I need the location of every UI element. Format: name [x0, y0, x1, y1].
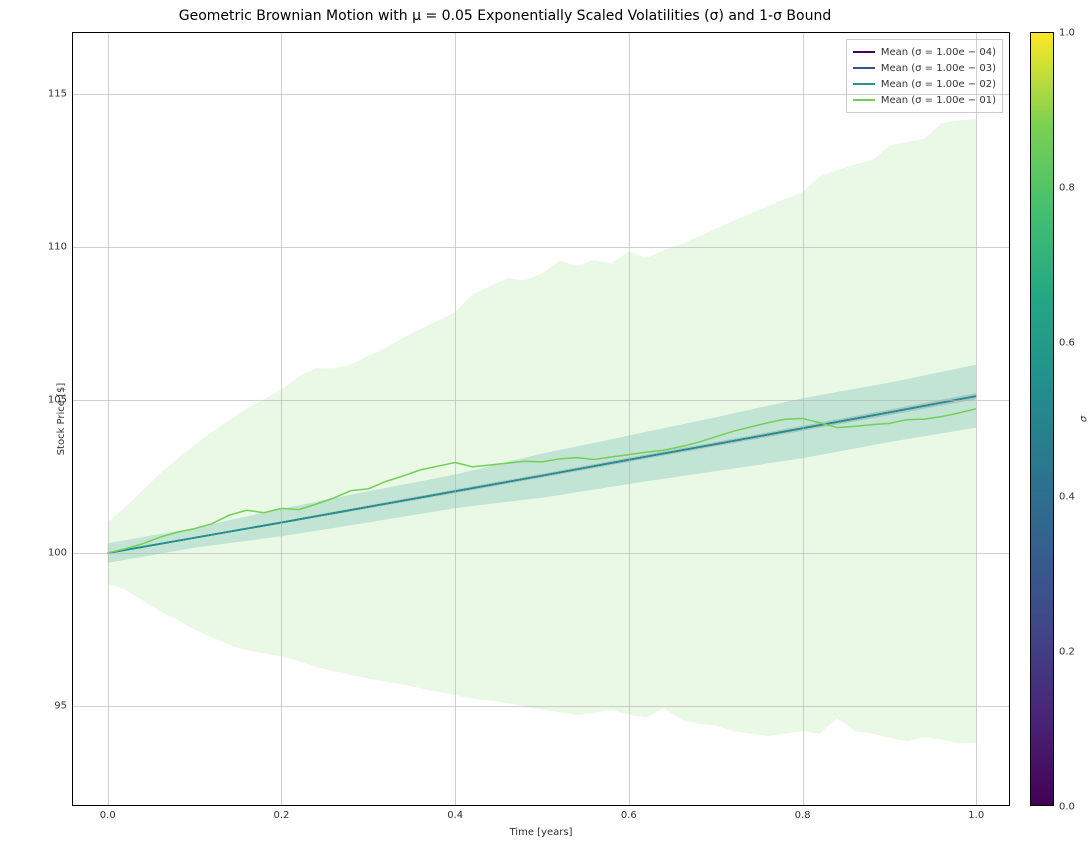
grid-horizontal	[73, 706, 1009, 707]
y-tick-label: 115	[48, 89, 67, 100]
x-axis-label: Time [years]	[441, 827, 641, 838]
y-axis-label: Stock Price [$]	[56, 383, 67, 456]
grid-vertical	[629, 33, 630, 805]
colorbar-tick-label: 0.2	[1059, 647, 1075, 658]
plot-area	[73, 33, 1011, 807]
grid-vertical	[976, 33, 977, 805]
legend-label: Mean (σ = 1.00e − 04)	[881, 47, 996, 58]
grid-horizontal	[73, 94, 1009, 95]
legend-item: Mean (σ = 1.00e − 02)	[853, 76, 996, 92]
grid-horizontal	[73, 247, 1009, 248]
legend-swatch	[853, 51, 875, 53]
colorbar-label: σ	[1079, 416, 1088, 422]
legend-swatch	[853, 67, 875, 69]
y-tick-label: 110	[48, 242, 67, 253]
colorbar-tick-label: 0.8	[1059, 182, 1075, 193]
chart-axes: Time [years] Stock Price [$] Mean (σ = 1…	[72, 32, 1010, 806]
figure: Geometric Brownian Motion with μ = 0.05 …	[0, 0, 1088, 855]
legend-label: Mean (σ = 1.00e − 01)	[881, 95, 996, 106]
x-tick-label: 0.8	[795, 810, 811, 821]
x-tick-label: 0.2	[273, 810, 289, 821]
x-tick-label: 1.0	[968, 810, 984, 821]
legend-label: Mean (σ = 1.00e − 03)	[881, 63, 996, 74]
grid-horizontal	[73, 400, 1009, 401]
x-tick-label: 0.4	[447, 810, 463, 821]
chart-title: Geometric Brownian Motion with μ = 0.05 …	[0, 8, 1010, 24]
grid-vertical	[455, 33, 456, 805]
grid-vertical	[108, 33, 109, 805]
y-tick-label: 105	[48, 395, 67, 406]
x-tick-label: 0.6	[621, 810, 637, 821]
legend-swatch	[853, 83, 875, 85]
colorbar-tick-label: 0.0	[1059, 802, 1075, 813]
grid-vertical	[803, 33, 804, 805]
colorbar-tick-label: 0.6	[1059, 337, 1075, 348]
grid-horizontal	[73, 553, 1009, 554]
colorbar: σ 0.00.20.40.60.81.0	[1030, 32, 1054, 806]
colorbar-tick-label: 1.0	[1059, 28, 1075, 39]
y-tick-label: 95	[54, 701, 67, 712]
y-tick-label: 100	[48, 548, 67, 559]
x-tick-label: 0.0	[100, 810, 116, 821]
legend: Mean (σ = 1.00e − 04) Mean (σ = 1.00e − 0…	[846, 39, 1003, 113]
legend-item: Mean (σ = 1.00e − 03)	[853, 60, 996, 76]
legend-label: Mean (σ = 1.00e − 02)	[881, 79, 996, 90]
legend-item: Mean (σ = 1.00e − 04)	[853, 44, 996, 60]
colorbar-tick-label: 0.4	[1059, 492, 1075, 503]
grid-vertical	[281, 33, 282, 805]
legend-swatch	[853, 99, 875, 101]
